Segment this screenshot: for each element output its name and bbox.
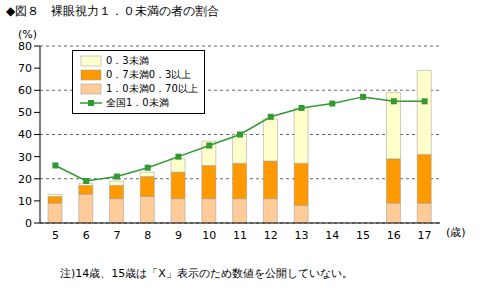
svg-text:0: 0 [25, 217, 32, 230]
html-text:全国1．0未満: 全国1．0未満 [106, 97, 169, 108]
svg-text:14: 14 [325, 229, 339, 242]
svg-text:13: 13 [295, 229, 309, 242]
svg-text:40: 40 [18, 128, 32, 141]
svg-text:16: 16 [387, 229, 401, 242]
html-text:◆図８ 裸眼視力１．０未満の者の割合: ◆図８ 裸眼視力１．０未満の者の割合 [6, 4, 220, 18]
svg-text:60: 60 [18, 84, 32, 97]
svg-text:15: 15 [356, 229, 370, 242]
svg-text:30: 30 [18, 151, 32, 164]
html-text:0．7未満0．3以上: 0．7未満0．3以上 [106, 69, 192, 80]
svg-text:17: 17 [418, 229, 432, 242]
html-text:0．3未満: 0．3未満 [106, 55, 149, 66]
svg-text:80: 80 [18, 40, 32, 53]
svg-text:50: 50 [18, 106, 32, 119]
svg-text:10: 10 [18, 195, 32, 208]
html-text:1．0未満0．70以上: 1．0未満0．70以上 [106, 83, 198, 94]
svg-text:9: 9 [175, 229, 182, 242]
svg-text:12: 12 [264, 229, 278, 242]
svg-text:6: 6 [83, 229, 90, 242]
svg-text:11: 11 [233, 229, 247, 242]
svg-text:70: 70 [18, 62, 32, 75]
svg-text:8: 8 [144, 229, 151, 242]
html-text:(歳): (歳) [446, 226, 466, 239]
svg-text:7: 7 [113, 229, 120, 242]
svg-text:20: 20 [18, 173, 32, 186]
svg-text:5: 5 [52, 229, 59, 242]
html-text:注)14歳、15歳は「X」表示のため数値を公開していない。: 注)14歳、15歳は「X」表示のため数値を公開していない。 [60, 267, 353, 280]
svg-text:10: 10 [202, 229, 216, 242]
